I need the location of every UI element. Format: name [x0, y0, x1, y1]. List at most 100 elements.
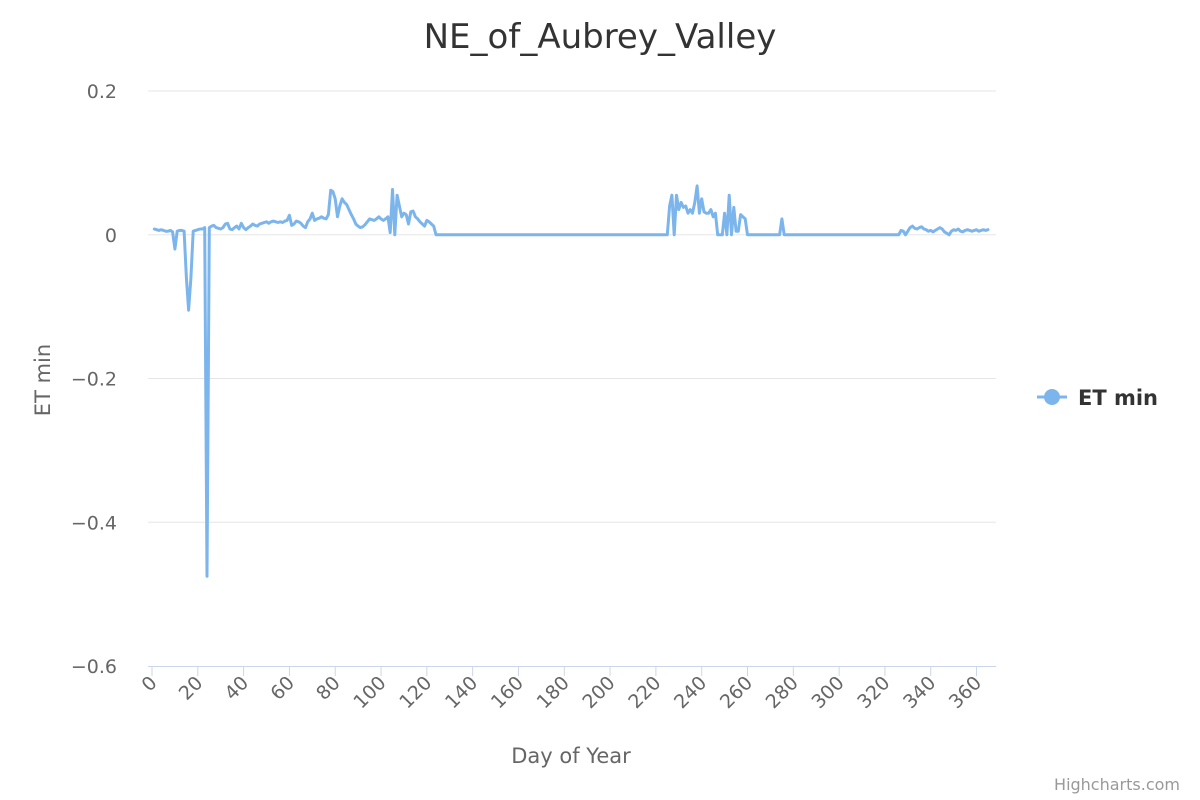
- data-point[interactable]: [378, 216, 380, 218]
- data-point[interactable]: [339, 205, 341, 207]
- data-point[interactable]: [203, 226, 206, 229]
- data-point[interactable]: [698, 212, 701, 214]
- data-point[interactable]: [432, 225, 435, 227]
- data-point[interactable]: [494, 234, 497, 236]
- data-point[interactable]: [980, 229, 982, 232]
- data-point[interactable]: [792, 234, 795, 236]
- data-point[interactable]: [169, 229, 172, 232]
- data-point[interactable]: [304, 226, 307, 229]
- data-point[interactable]: [224, 223, 227, 225]
- data-point[interactable]: [769, 234, 772, 236]
- data-point[interactable]: [682, 206, 685, 209]
- series-group[interactable]: [152, 184, 990, 578]
- data-point[interactable]: [923, 228, 925, 230]
- data-point[interactable]: [284, 220, 286, 222]
- data-point[interactable]: [735, 230, 737, 232]
- data-point[interactable]: [936, 228, 939, 230]
- data-point[interactable]: [178, 229, 181, 232]
- legend-item-label[interactable]: ET min: [1078, 386, 1158, 410]
- data-point[interactable]: [400, 216, 403, 218]
- data-point[interactable]: [350, 213, 353, 216]
- data-point[interactable]: [739, 213, 742, 216]
- data-point[interactable]: [155, 228, 158, 231]
- data-point[interactable]: [946, 232, 948, 235]
- data-point[interactable]: [359, 226, 362, 229]
- data-point[interactable]: [302, 225, 305, 227]
- data-point[interactable]: [982, 228, 985, 231]
- data-point[interactable]: [721, 234, 724, 236]
- data-point[interactable]: [730, 234, 733, 236]
- data-point[interactable]: [712, 216, 714, 218]
- data-point[interactable]: [435, 234, 437, 236]
- data-point[interactable]: [517, 234, 520, 236]
- data-point[interactable]: [680, 201, 682, 204]
- data-point[interactable]: [286, 219, 288, 222]
- data-point[interactable]: [632, 234, 634, 236]
- data-point[interactable]: [293, 223, 295, 225]
- data-point[interactable]: [197, 228, 199, 231]
- data-point[interactable]: [279, 221, 282, 223]
- data-point[interactable]: [419, 221, 421, 223]
- data-point[interactable]: [391, 188, 394, 191]
- data-point[interactable]: [902, 230, 905, 232]
- data-point[interactable]: [710, 208, 712, 211]
- data-point[interactable]: [371, 218, 373, 221]
- data-point[interactable]: [176, 230, 178, 232]
- data-point[interactable]: [586, 234, 588, 236]
- data-point[interactable]: [952, 228, 955, 231]
- data-point[interactable]: [256, 225, 259, 227]
- data-point[interactable]: [412, 210, 414, 212]
- data-point[interactable]: [911, 225, 914, 227]
- data-point[interactable]: [861, 234, 863, 236]
- data-point[interactable]: [414, 216, 417, 218]
- data-point[interactable]: [229, 228, 231, 230]
- data-point[interactable]: [254, 224, 256, 227]
- data-point[interactable]: [389, 231, 392, 234]
- data-point[interactable]: [290, 224, 293, 227]
- data-point[interactable]: [375, 218, 378, 220]
- data-point[interactable]: [920, 226, 923, 228]
- data-point[interactable]: [897, 234, 900, 236]
- data-point[interactable]: [311, 212, 314, 214]
- data-point[interactable]: [666, 234, 669, 236]
- data-point[interactable]: [948, 234, 950, 236]
- data-point[interactable]: [162, 229, 165, 232]
- data-point[interactable]: [316, 218, 318, 220]
- data-point[interactable]: [675, 194, 678, 196]
- data-point[interactable]: [208, 226, 211, 229]
- data-point[interactable]: [916, 228, 918, 230]
- data-point[interactable]: [950, 230, 953, 232]
- data-point[interactable]: [428, 221, 430, 223]
- data-point[interactable]: [217, 227, 220, 230]
- data-point[interactable]: [407, 223, 410, 225]
- data-point[interactable]: [884, 234, 886, 236]
- data-point[interactable]: [728, 194, 730, 196]
- data-point[interactable]: [904, 234, 907, 236]
- data-point[interactable]: [318, 217, 321, 219]
- data-point[interactable]: [696, 185, 698, 187]
- data-point[interactable]: [263, 221, 266, 224]
- data-point[interactable]: [323, 217, 325, 219]
- data-point[interactable]: [309, 218, 311, 220]
- data-point[interactable]: [962, 231, 964, 233]
- data-point[interactable]: [838, 234, 840, 236]
- data-point[interactable]: [380, 218, 382, 220]
- data-point[interactable]: [215, 226, 217, 229]
- data-point[interactable]: [678, 208, 680, 211]
- data-point[interactable]: [421, 223, 424, 225]
- data-point[interactable]: [268, 222, 270, 225]
- data-point[interactable]: [384, 218, 387, 220]
- data-point[interactable]: [955, 229, 957, 232]
- data-point[interactable]: [410, 211, 412, 213]
- data-point[interactable]: [332, 190, 334, 193]
- data-point[interactable]: [939, 226, 941, 229]
- data-point[interactable]: [918, 226, 921, 229]
- data-point[interactable]: [430, 223, 433, 225]
- data-point[interactable]: [238, 228, 240, 230]
- data-point[interactable]: [744, 218, 746, 220]
- data-point[interactable]: [288, 214, 291, 217]
- data-point[interactable]: [270, 221, 272, 223]
- data-point[interactable]: [416, 218, 419, 220]
- data-point[interactable]: [247, 226, 249, 229]
- data-point[interactable]: [671, 194, 673, 196]
